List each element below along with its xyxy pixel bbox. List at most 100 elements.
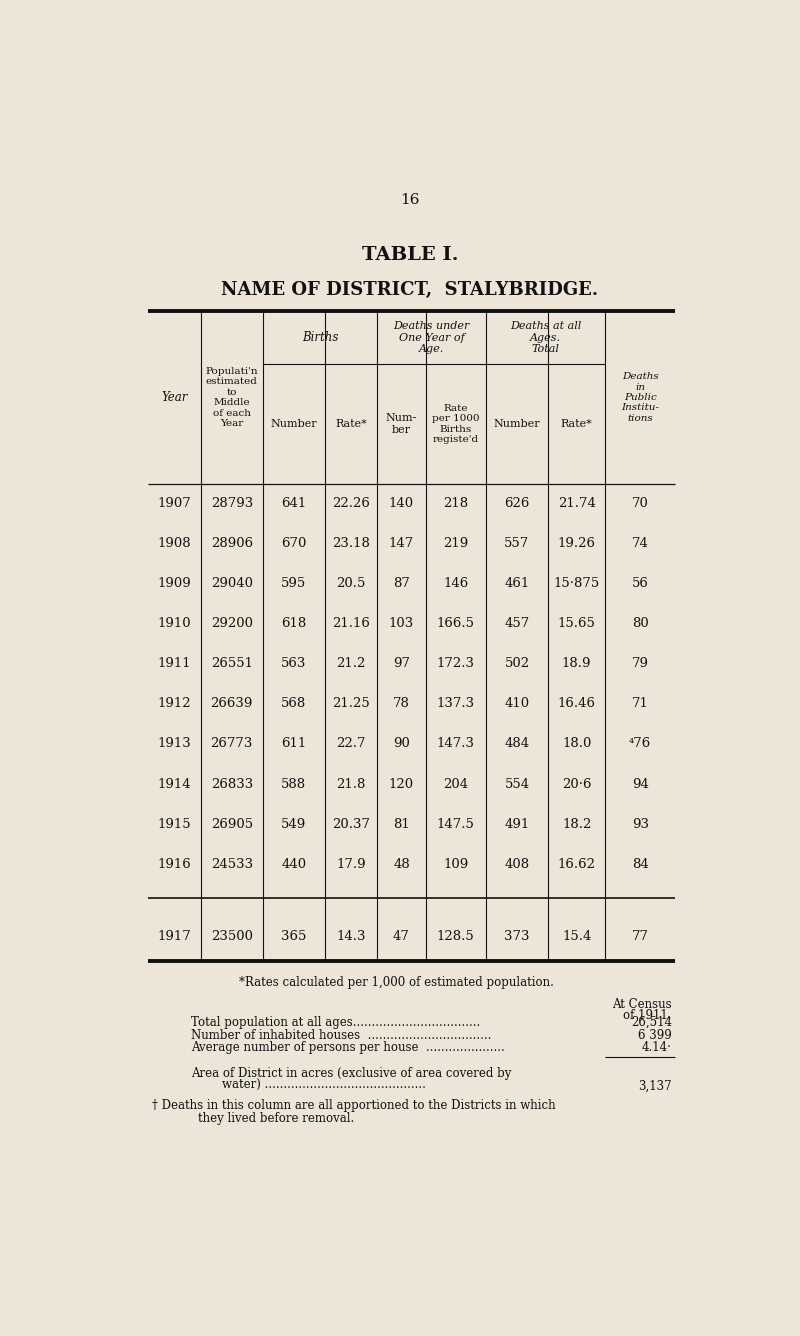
- Text: 373: 373: [504, 930, 530, 943]
- Text: 26551: 26551: [210, 657, 253, 671]
- Text: 23500: 23500: [210, 930, 253, 943]
- Text: Number: Number: [494, 420, 540, 429]
- Text: Rate*: Rate*: [561, 420, 593, 429]
- Text: Total population at all ages..................................: Total population at all ages............…: [190, 1017, 480, 1029]
- Text: ⁴76: ⁴76: [629, 737, 651, 751]
- Text: 21.16: 21.16: [332, 617, 370, 631]
- Text: 461: 461: [504, 577, 530, 591]
- Text: Average number of persons per house  .....................: Average number of persons per house ....…: [190, 1041, 505, 1054]
- Text: 1916: 1916: [158, 858, 191, 871]
- Text: 74: 74: [632, 537, 649, 550]
- Text: Rate
per 1000
Births
registe'd: Rate per 1000 Births registe'd: [432, 403, 479, 444]
- Text: Year: Year: [162, 391, 187, 403]
- Text: 1908: 1908: [158, 537, 191, 550]
- Text: 14.3: 14.3: [336, 930, 366, 943]
- Text: 557: 557: [504, 537, 530, 550]
- Text: 3,137: 3,137: [638, 1079, 672, 1093]
- Text: 128.5: 128.5: [437, 930, 474, 943]
- Text: 20.5: 20.5: [337, 577, 366, 591]
- Text: 1911: 1911: [158, 657, 191, 671]
- Text: 80: 80: [632, 617, 649, 631]
- Text: 1910: 1910: [158, 617, 191, 631]
- Text: Num-
ber: Num- ber: [386, 413, 417, 434]
- Text: 48: 48: [393, 858, 410, 871]
- Text: 26833: 26833: [210, 778, 253, 791]
- Text: 147: 147: [389, 537, 414, 550]
- Text: 563: 563: [281, 657, 306, 671]
- Text: TABLE I.: TABLE I.: [362, 246, 458, 265]
- Text: † Deaths in this column are all apportioned to the Districts in which: † Deaths in this column are all apportio…: [152, 1100, 555, 1113]
- Text: 15.4: 15.4: [562, 930, 591, 943]
- Text: 410: 410: [504, 697, 530, 711]
- Text: 1917: 1917: [158, 930, 191, 943]
- Text: 93: 93: [632, 818, 649, 831]
- Text: 56: 56: [632, 577, 649, 591]
- Text: 502: 502: [504, 657, 530, 671]
- Text: 103: 103: [389, 617, 414, 631]
- Text: Deaths under
One Year of
Age.: Deaths under One Year of Age.: [394, 321, 470, 354]
- Text: 484: 484: [504, 737, 530, 751]
- Text: 22.7: 22.7: [336, 737, 366, 751]
- Text: 16.62: 16.62: [558, 858, 596, 871]
- Text: Deaths at all
Ages.
Total: Deaths at all Ages. Total: [510, 321, 582, 354]
- Text: 440: 440: [281, 858, 306, 871]
- Text: water) ...........................................: water) .................................…: [222, 1079, 426, 1093]
- Text: 23.18: 23.18: [332, 537, 370, 550]
- Text: 166.5: 166.5: [437, 617, 474, 631]
- Text: 87: 87: [393, 577, 410, 591]
- Text: 29040: 29040: [210, 577, 253, 591]
- Text: Populati'n
estimated
to
Middle
of each
Year: Populati'n estimated to Middle of each Y…: [206, 367, 258, 428]
- Text: 81: 81: [393, 818, 410, 831]
- Text: 21.25: 21.25: [332, 697, 370, 711]
- Text: 16: 16: [400, 194, 420, 207]
- Text: 549: 549: [281, 818, 306, 831]
- Text: 365: 365: [281, 930, 306, 943]
- Text: 26639: 26639: [210, 697, 253, 711]
- Text: Rate*: Rate*: [335, 420, 367, 429]
- Text: 18.0: 18.0: [562, 737, 591, 751]
- Text: 1913: 1913: [158, 737, 191, 751]
- Text: 26,514: 26,514: [631, 1017, 672, 1029]
- Text: 20·6: 20·6: [562, 778, 591, 791]
- Text: 1909: 1909: [158, 577, 191, 591]
- Text: 147.5: 147.5: [437, 818, 474, 831]
- Text: 147.3: 147.3: [437, 737, 474, 751]
- Text: 28906: 28906: [210, 537, 253, 550]
- Text: 21.8: 21.8: [337, 778, 366, 791]
- Text: 24533: 24533: [210, 858, 253, 871]
- Text: 204: 204: [443, 778, 468, 791]
- Text: 146: 146: [443, 577, 468, 591]
- Text: 70: 70: [632, 497, 649, 510]
- Text: 16.46: 16.46: [558, 697, 596, 711]
- Text: 1915: 1915: [158, 818, 191, 831]
- Text: Number: Number: [270, 420, 317, 429]
- Text: 588: 588: [281, 778, 306, 791]
- Text: *Rates calculated per 1,000 of estimated population.: *Rates calculated per 1,000 of estimated…: [238, 977, 554, 989]
- Text: 90: 90: [393, 737, 410, 751]
- Text: 595: 595: [281, 577, 306, 591]
- Text: 78: 78: [393, 697, 410, 711]
- Text: 554: 554: [504, 778, 530, 791]
- Text: 1912: 1912: [158, 697, 191, 711]
- Text: 641: 641: [281, 497, 306, 510]
- Text: 218: 218: [443, 497, 468, 510]
- Text: 626: 626: [504, 497, 530, 510]
- Text: 109: 109: [443, 858, 468, 871]
- Text: 140: 140: [389, 497, 414, 510]
- Text: 84: 84: [632, 858, 649, 871]
- Text: 457: 457: [504, 617, 530, 631]
- Text: 219: 219: [443, 537, 468, 550]
- Text: 120: 120: [389, 778, 414, 791]
- Text: 29200: 29200: [210, 617, 253, 631]
- Text: of 1911.: of 1911.: [623, 1009, 672, 1022]
- Text: 618: 618: [281, 617, 306, 631]
- Text: Number of inhabited houses  .................................: Number of inhabited houses .............…: [190, 1029, 491, 1042]
- Text: 28793: 28793: [210, 497, 253, 510]
- Text: 17.9: 17.9: [336, 858, 366, 871]
- Text: 670: 670: [281, 537, 306, 550]
- Text: 408: 408: [504, 858, 530, 871]
- Text: 71: 71: [632, 697, 649, 711]
- Text: 611: 611: [281, 737, 306, 751]
- Text: 18.9: 18.9: [562, 657, 591, 671]
- Text: Area of District in acres (exclusive of area covered by: Area of District in acres (exclusive of …: [190, 1067, 511, 1079]
